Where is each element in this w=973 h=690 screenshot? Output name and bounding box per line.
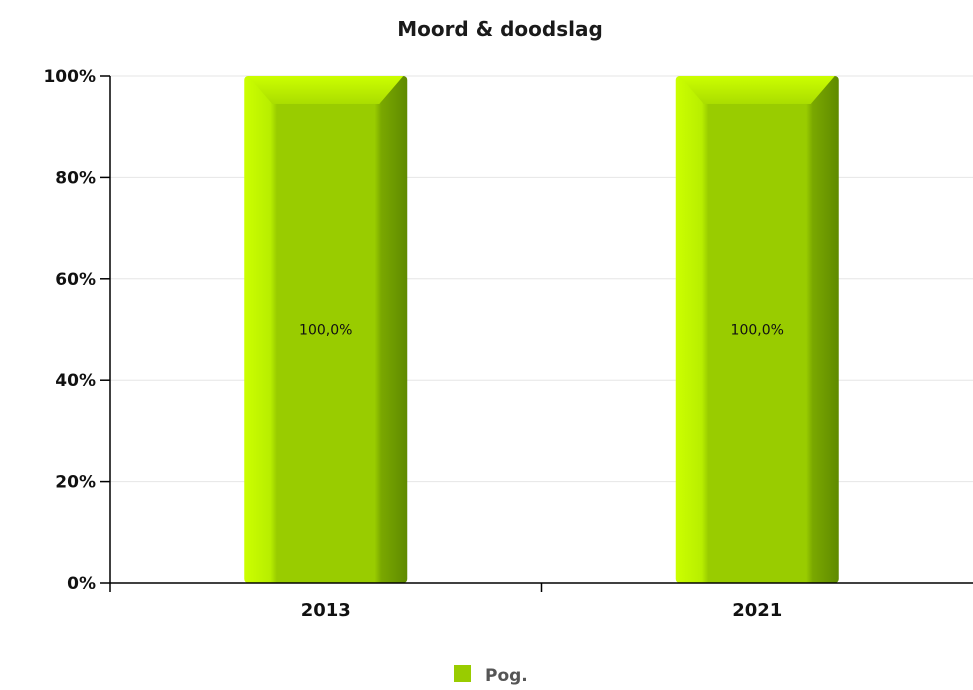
gridlines [110,75,973,483]
bar-top-bevel [248,76,404,104]
y-tick-label: 60% [55,270,96,290]
legend: Pog. [454,665,528,686]
legend-swatch-pog [454,665,471,682]
y-tick-label: 20% [55,473,96,493]
bars: 100,0% 100,0% [244,76,839,583]
chart-title: Moord & doodslag [397,17,603,41]
bar-top-bevel [679,76,835,104]
y-tick-label: 40% [55,371,96,391]
legend-label-pog: Pog. [485,666,528,685]
bar-2013 [244,76,408,583]
data-label: 100,0% [731,323,784,339]
x-tick-label: 2013 [301,600,351,621]
bar-face [244,76,408,583]
y-tick-label: 80% [55,168,96,188]
bar-face [675,76,839,583]
y-tick-label: 0% [67,574,96,594]
y-tick-label: 100% [43,67,96,87]
bar-2021 [675,76,839,583]
axes: 0% 20% 40% 60% 80% 100% 2013 2021 [43,67,973,621]
x-tick-label: 2021 [732,600,782,621]
data-label: 100,0% [299,323,352,339]
